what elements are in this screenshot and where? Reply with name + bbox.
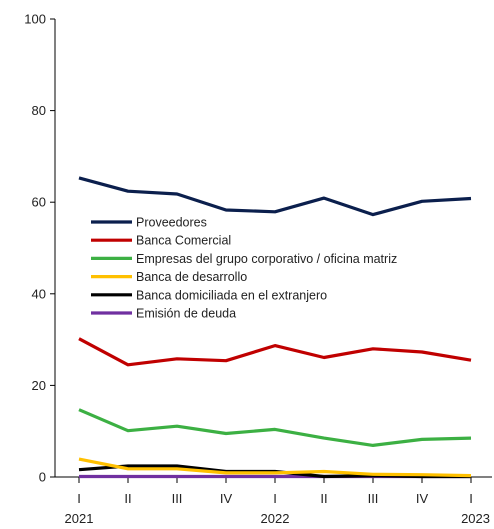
x-tick-label: III [172,491,183,506]
y-tick-label: 60 [32,195,46,210]
x-tick-label: III [368,491,379,506]
year-label: 2021 [65,511,94,526]
y-tick-label: 0 [39,470,46,485]
y-tick-label: 40 [32,286,46,301]
y-tick-label: 100 [24,12,46,27]
x-tick-label: I [273,491,277,506]
legend-label: Banca domiciliada en el extranjero [136,288,327,302]
year-label: 2022 [261,511,290,526]
legend-label: Banca Comercial [136,234,231,248]
plot-lines [78,176,472,479]
series-line-3 [78,457,472,478]
legend-label: Empresas del grupo corporativo / oficina… [136,252,397,266]
x-tick-label: I [469,491,473,506]
y-tick-label: 80 [32,103,46,118]
legend-label: Emisión de deuda [136,307,236,321]
y-tick-label: 20 [32,378,46,393]
series-line-2 [78,408,472,447]
x-tick-label: IV [416,491,429,506]
series-line-0 [78,176,472,217]
year-label: 2023 [461,511,490,526]
x-tick-label: I [77,491,81,506]
x-tick-label: IV [220,491,233,506]
x-tick-label: II [320,491,327,506]
y-axis: 0 20 40 60 80 100 [24,12,56,485]
legend-label: Banca de desarrollo [136,270,247,284]
x-tick-label: II [124,491,131,506]
legend-label: Proveedores [136,216,207,230]
series-line-1 [78,337,472,367]
legend: Proveedores Banca Comercial Empresas del g… [91,216,397,321]
